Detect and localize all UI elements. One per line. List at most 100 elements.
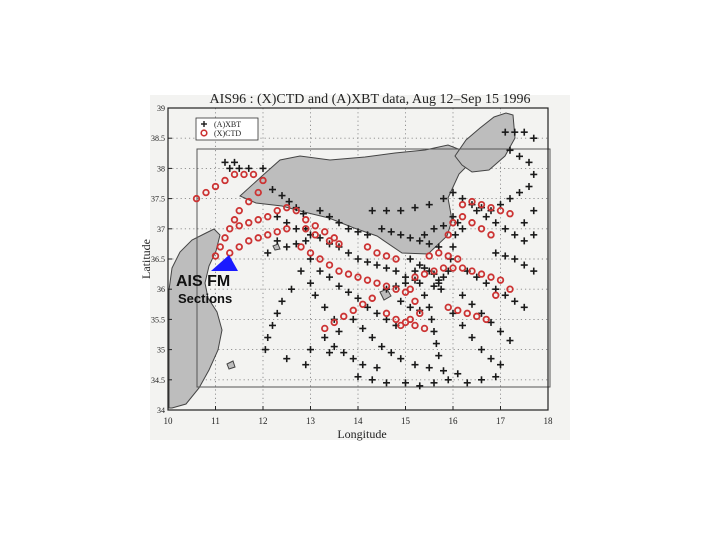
xbt-point [511,231,519,239]
ctd-point [226,249,234,257]
ctd-point [392,315,400,324]
ctd-point [392,285,400,293]
ctd-point [506,285,514,293]
xbt-point [278,297,286,305]
ctd-point [226,225,234,233]
legend-ctd-label: (X)CTD [214,129,241,138]
xbt-point [421,264,428,272]
xbt-point [378,225,386,233]
xbt-point [520,261,528,269]
xbt-point [283,219,291,227]
xbt-point [269,321,276,329]
x-tick-labels: 10 11 12 13 14 15 16 17 18 [164,416,554,426]
ctd-point [292,206,300,215]
ctd-point [411,321,419,330]
ctd-point [325,261,334,269]
ctd-series [192,170,514,333]
ctd-point [444,252,452,260]
xbt-point [492,285,500,293]
ctd-point [454,255,462,263]
ctd-point [477,270,486,278]
xbt-point [316,267,324,275]
xbt-point [451,231,459,239]
ctd-point [302,216,310,224]
blue-triangle-icon [211,255,238,271]
xbt-point [269,186,276,194]
xbt-point [231,158,238,166]
xbt-point [273,237,281,245]
xbt-point [497,201,504,209]
ctd-point [444,303,452,312]
ctd-point [496,276,505,284]
ctd-point [316,255,324,263]
ctd-point [235,206,243,215]
xbt-point [397,207,405,215]
xbt-point [416,261,424,269]
xbt-point [349,355,357,363]
xbt-point [492,219,500,227]
xbt-point [416,279,424,287]
xbt-point [435,352,443,360]
ctd-point [306,249,315,257]
legend: (A)XBT (X)CTD [195,117,259,141]
ctd-point [430,267,438,275]
ctd-point [245,197,253,206]
xbt-point [411,267,419,275]
x-tick-label: 13 [306,416,316,426]
xbt-point [520,237,528,245]
ctd-point [458,264,467,272]
xbt-point [440,195,447,203]
xbt-point [530,267,538,275]
xbt-point [387,228,395,236]
ctd-point [311,222,319,230]
ctd-point [473,312,481,321]
xbt-point [449,243,457,251]
xbt-point [278,192,286,200]
xbt-point [221,158,229,166]
ctd-point [468,197,476,206]
xbt-point [520,303,528,311]
ctd-point [211,182,220,191]
xbt-point [473,207,481,215]
xbt-point [264,249,272,257]
ctd-point [321,324,329,333]
ctd-point [354,273,362,281]
xbt-point [326,349,333,357]
xbt-point [354,228,362,236]
ctd-point [368,294,376,302]
xbt-point [340,349,348,357]
xbt-point [511,255,519,263]
ctd-point [373,249,381,257]
xbt-point [373,364,381,372]
xbt-point [511,128,519,136]
ctd-point [411,297,419,305]
legend-xbt-marker [201,121,207,127]
xbt-point [235,164,243,172]
ctd-point [254,216,262,224]
xbt-point [387,349,395,357]
ctd-point [392,255,400,263]
xbt-point [430,225,438,233]
xbt-point [449,213,457,221]
xbt-point [307,279,314,287]
ctd-point [420,270,429,278]
xbt-point [406,303,414,311]
xbt-point [373,261,381,269]
xbt-point [299,210,307,218]
y-tick-label: 35 [157,346,165,355]
ctd-point [411,273,419,281]
xbt-point [459,225,466,233]
ctd-point [283,203,291,212]
xbt-point [530,207,538,215]
xbt-point [402,273,409,281]
xbt-point [435,276,443,284]
xbt-point [501,291,509,299]
xbt-point [497,327,504,335]
x-tick-label: 15 [401,416,411,426]
xbt-point [307,346,314,354]
xbt-point [516,152,523,160]
xbt-point [459,291,466,299]
xbt-point [440,222,447,230]
xbt-point [345,288,352,296]
